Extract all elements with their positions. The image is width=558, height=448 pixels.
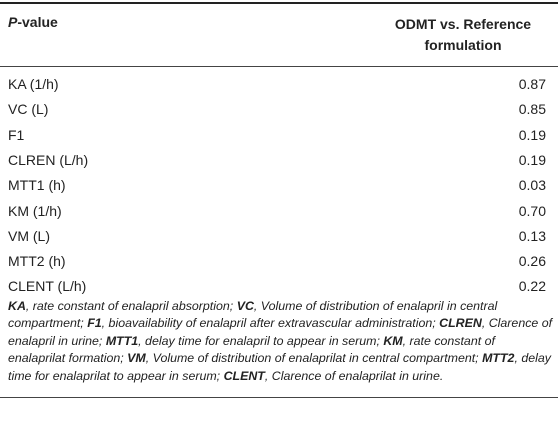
footnote-term: VC bbox=[236, 299, 254, 313]
table-row: KM (1/h) 0.70 bbox=[0, 199, 558, 224]
footnote-term: F1 bbox=[87, 316, 102, 331]
row-value: 0.22 bbox=[518, 278, 546, 295]
row-value: 0.26 bbox=[518, 253, 546, 270]
footnote-term: VM bbox=[127, 351, 146, 366]
table-row: KA (1/h) 0.87 bbox=[0, 72, 558, 97]
footnote-term: KM bbox=[383, 333, 403, 348]
header-comparison: ODMT vs. Reference formulation bbox=[380, 14, 546, 56]
footnote-term: KA bbox=[8, 299, 26, 313]
row-value: 0.87 bbox=[518, 76, 546, 92]
top-rule bbox=[0, 2, 558, 4]
header-comparison-line2: formulation bbox=[424, 37, 502, 53]
row-label: KM (1/h) bbox=[8, 202, 62, 219]
row-label: CLREN (L/h) bbox=[8, 151, 89, 168]
table-row: VC (L) 0.85 bbox=[0, 97, 558, 122]
row-value: 0.19 bbox=[518, 126, 546, 143]
row-label: F1 bbox=[8, 126, 25, 143]
footnote-definition: , Volume of distribution of enalapril in… bbox=[8, 299, 498, 331]
footnote-term: MTT2 bbox=[482, 351, 515, 366]
footnote-definition: , rate constant of enalaprilat formation… bbox=[8, 333, 495, 366]
row-value: 0.70 bbox=[518, 202, 546, 219]
footnote-definition: , delay time for enalapril to appear in … bbox=[138, 333, 384, 348]
table-row: F1 0.19 bbox=[0, 123, 558, 148]
row-label: VC (L) bbox=[8, 101, 49, 118]
row-label: VM (L) bbox=[8, 227, 50, 244]
table-row: MTT1 (h) 0.03 bbox=[0, 173, 558, 198]
footnote: KA, rate constant of enalapril absorptio… bbox=[8, 298, 553, 385]
header-p-italic: P bbox=[8, 14, 18, 30]
table-row: MTT2 (h) 0.26 bbox=[0, 249, 558, 274]
header-rule bbox=[0, 66, 558, 67]
table-row: CLENT (L/h) 0.22 bbox=[0, 274, 558, 299]
table-row: CLREN (L/h) 0.19 bbox=[0, 148, 558, 173]
row-value: 0.13 bbox=[518, 227, 546, 244]
row-label: MTT2 (h) bbox=[8, 253, 66, 270]
footnote-term: MTT1 bbox=[105, 333, 139, 348]
row-value: 0.03 bbox=[518, 177, 546, 194]
footnote-definition: , Volume of distribution of enalaprilat … bbox=[145, 351, 483, 366]
bottom-rule bbox=[0, 397, 558, 398]
header-p-rest: -value bbox=[17, 14, 58, 30]
row-label: CLENT (L/h) bbox=[8, 278, 87, 295]
header-comparison-line1: ODMT vs. Reference bbox=[394, 16, 532, 32]
row-value: 0.85 bbox=[518, 101, 546, 118]
footnote-definition: , delay time for enalaprilat to appear i… bbox=[8, 351, 551, 383]
row-label: MTT1 (h) bbox=[8, 177, 66, 194]
footnote-definition: , Clarence of enalapril in urine; bbox=[8, 316, 553, 348]
footnote-definition: , rate constant of enalapril absorption; bbox=[25, 299, 237, 313]
header-p-value: P-value bbox=[8, 12, 58, 32]
footnote-definition: , Clarence of enalaprilat in urine. bbox=[264, 368, 444, 383]
table-row: VM (L) 0.13 bbox=[0, 224, 558, 249]
footnote-term: CLREN bbox=[439, 316, 482, 331]
footnote-definition: , bioavailability of enalapril after ext… bbox=[101, 316, 440, 331]
footnote-term: CLENT bbox=[223, 368, 265, 383]
row-value: 0.19 bbox=[518, 151, 546, 168]
row-label: KA (1/h) bbox=[8, 76, 59, 92]
